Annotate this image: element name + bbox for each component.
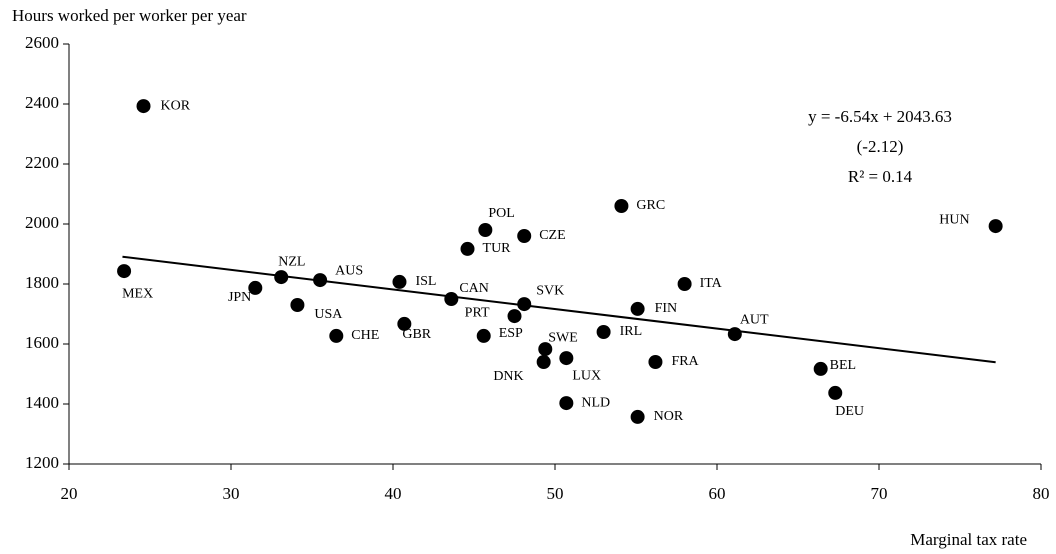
point-label: USA xyxy=(314,307,343,322)
point xyxy=(630,301,645,316)
point-label: GRC xyxy=(636,198,665,213)
y-tick-label: 1200 xyxy=(25,453,59,472)
fit-line xyxy=(122,255,996,364)
x-tick-label: 30 xyxy=(223,484,240,503)
point-label: BEL xyxy=(830,358,856,373)
point xyxy=(517,229,532,243)
point-label: FIN xyxy=(655,301,678,316)
point xyxy=(397,316,412,331)
annotation: R² = 0.14 xyxy=(848,167,913,186)
point xyxy=(460,241,475,256)
point-label: KOR xyxy=(161,98,191,113)
point-label: NLD xyxy=(581,395,610,410)
x-tick-label: 60 xyxy=(709,484,726,503)
y-tick-label: 1800 xyxy=(25,273,59,292)
point-label: PRT xyxy=(465,305,490,320)
point xyxy=(392,274,407,289)
point-label: AUS xyxy=(335,263,363,278)
point xyxy=(248,280,263,295)
y-axis-label: Hours worked per worker per year xyxy=(12,6,247,25)
y-tick-label: 2000 xyxy=(25,213,59,232)
point-label: TUR xyxy=(483,241,512,256)
point xyxy=(444,292,459,306)
point xyxy=(813,361,828,376)
point-label: JPN xyxy=(228,290,251,305)
point xyxy=(517,297,532,312)
point xyxy=(727,327,742,342)
point xyxy=(136,99,151,114)
point-label: ITA xyxy=(700,276,723,291)
point-label: FRA xyxy=(671,354,699,369)
point-label: SVK xyxy=(536,283,564,298)
point-label: ISL xyxy=(415,274,436,289)
annotation: y = -6.54x + 2043.63 xyxy=(808,107,952,126)
point-label: POL xyxy=(488,206,514,221)
point-label: DEU xyxy=(835,404,864,419)
point xyxy=(274,270,289,285)
point xyxy=(559,396,574,411)
x-tick-label: 40 xyxy=(385,484,402,503)
y-tick-label: 2400 xyxy=(25,93,59,112)
point xyxy=(614,199,629,213)
y-tick-label: 1600 xyxy=(25,333,59,352)
point xyxy=(538,342,553,357)
point xyxy=(329,328,344,343)
x-tick-label: 80 xyxy=(1033,484,1050,503)
point-label: AUT xyxy=(740,312,769,327)
y-tick-label: 1400 xyxy=(25,393,59,412)
point-label: DNK xyxy=(493,369,523,384)
point xyxy=(828,385,843,400)
point-label: GBR xyxy=(402,327,431,342)
point-label: CAN xyxy=(459,281,489,296)
x-axis-label: Marginal tax rate xyxy=(910,530,1027,549)
point-label: CZE xyxy=(539,228,565,243)
point-label: NOR xyxy=(654,409,684,424)
point-label: CHE xyxy=(351,328,379,343)
point-label: HUN xyxy=(939,212,969,227)
point xyxy=(313,273,328,288)
y-tick-label: 2600 xyxy=(25,33,59,52)
point xyxy=(559,351,574,366)
point-label: ESP xyxy=(499,326,523,341)
x-tick-label: 20 xyxy=(61,484,78,503)
point xyxy=(677,277,692,291)
point-label: LUX xyxy=(572,368,601,383)
point xyxy=(478,223,493,237)
x-tick-label: 70 xyxy=(871,484,888,503)
point xyxy=(536,355,551,369)
point-label: SWE xyxy=(548,330,578,345)
point xyxy=(648,355,663,369)
annotation: (-2.12) xyxy=(857,137,904,156)
point xyxy=(507,309,522,324)
point-label: MEX xyxy=(122,286,153,301)
point xyxy=(290,298,305,312)
y-tick-label: 2200 xyxy=(25,153,59,172)
x-tick-label: 50 xyxy=(547,484,564,503)
point xyxy=(988,219,1003,234)
point-label: NZL xyxy=(278,254,305,269)
point xyxy=(630,409,645,424)
point xyxy=(476,328,491,343)
point-label: IRL xyxy=(620,324,643,339)
point xyxy=(596,325,611,339)
point xyxy=(117,264,132,279)
